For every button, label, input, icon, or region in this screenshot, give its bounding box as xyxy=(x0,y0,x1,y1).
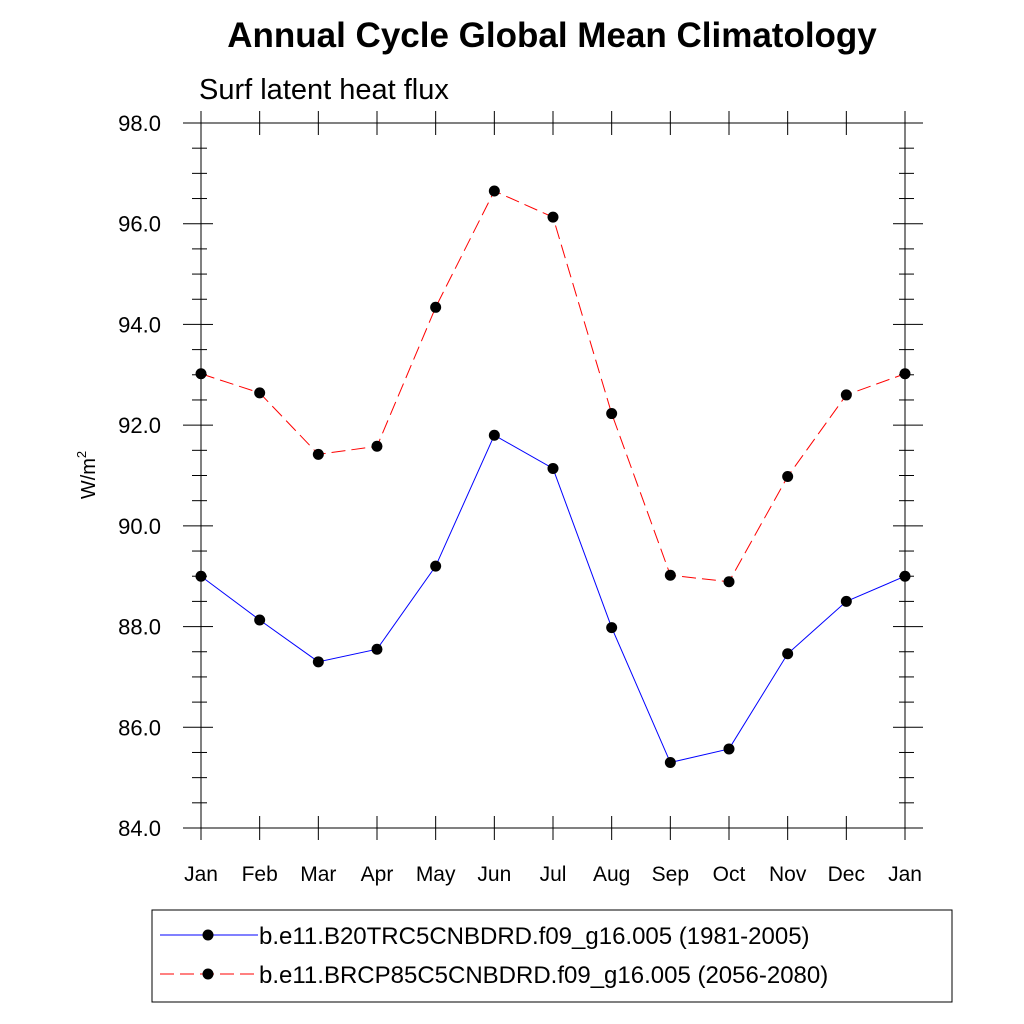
y-axis-label-superscript: 2 xyxy=(74,451,89,458)
chart-title: Annual Cycle Global Mean Climatology xyxy=(227,16,877,55)
tick-labels: 84.0 86.0 88.0 90.0 92.0 94.0 96.0 98.0 Jan Feb Ma… xyxy=(118,111,922,886)
y-tick-label: 84.0 xyxy=(118,816,161,841)
series-1-point xyxy=(782,648,794,660)
series-2-point xyxy=(254,387,266,399)
series-2-point xyxy=(899,368,911,380)
y-tick-label: 86.0 xyxy=(118,715,161,740)
series-1-point xyxy=(312,656,324,668)
x-tick-label: Apr xyxy=(361,863,394,886)
y-tick-label: 92.0 xyxy=(118,413,161,438)
series-1-point xyxy=(195,570,207,582)
series-1-point xyxy=(664,757,676,769)
legend-box xyxy=(151,909,953,1003)
x-tick-label: Mar xyxy=(300,863,336,886)
plot-frame xyxy=(200,122,906,829)
chart-subtitle: Surf latent heat flux xyxy=(199,74,449,106)
series-2-point xyxy=(723,576,735,588)
series-2 xyxy=(195,185,911,588)
x-tick-label: Jun xyxy=(477,863,511,886)
series-2-point xyxy=(840,389,852,401)
series-2-point xyxy=(782,471,794,483)
x-tick-label: Oct xyxy=(713,863,746,886)
series-2-point xyxy=(547,211,559,223)
series-1-point xyxy=(430,560,442,572)
series-1-point xyxy=(606,622,618,634)
series-1-point xyxy=(371,643,383,655)
series-2-point xyxy=(488,185,500,197)
y-axis-label-group: W/m2 xyxy=(74,451,100,499)
y-tick-label: 90.0 xyxy=(118,514,161,539)
y-tick-label: 98.0 xyxy=(118,111,161,136)
x-tick-label: Jul xyxy=(540,863,567,886)
y-tick-label: 94.0 xyxy=(118,312,161,337)
x-tick-label: Jan xyxy=(184,863,218,886)
series-1-point xyxy=(547,462,559,474)
series-2-point xyxy=(195,368,207,380)
series-2-point xyxy=(371,440,383,452)
x-tick-label: Dec xyxy=(828,863,865,886)
legend-label-2: b.e11.BRCP85C5CNBDRD.f09_g16.005 (2056-2… xyxy=(259,962,828,989)
series-1-point xyxy=(899,570,911,582)
legend-marker-1 xyxy=(202,929,214,941)
series-2-point xyxy=(664,569,676,581)
x-tick-label: Sep xyxy=(652,863,689,886)
series-1-line xyxy=(200,434,906,764)
series-2-point xyxy=(312,448,324,460)
legend-marker-2 xyxy=(202,968,214,980)
legend-label-1: b.e11.B20TRC5CNBDRD.f09_g16.005 (1981-20… xyxy=(259,923,810,950)
series-1-point xyxy=(254,614,266,626)
x-tick-label: Aug xyxy=(593,863,630,886)
y-tick-label: 88.0 xyxy=(118,615,161,640)
x-tick-label: May xyxy=(416,863,456,886)
series-1 xyxy=(195,429,911,769)
legend: b.e11.B20TRC5CNBDRD.f09_g16.005 (1981-20… xyxy=(151,909,953,1003)
x-tick-label: Jan xyxy=(888,863,922,886)
y-axis-label: W/m2 xyxy=(74,451,100,499)
axis-ticks xyxy=(183,111,923,840)
series-layer xyxy=(195,185,911,769)
x-tick-label: Feb xyxy=(242,863,278,886)
series-1-point xyxy=(723,743,735,755)
series-2-point xyxy=(430,301,442,313)
y-axis-label-text: W/m xyxy=(78,458,100,499)
x-tick-label: Nov xyxy=(769,863,807,886)
series-2-point xyxy=(606,408,618,420)
series-1-point xyxy=(488,429,500,441)
series-1-point xyxy=(840,595,852,607)
series-2-line xyxy=(200,190,906,583)
y-tick-label: 96.0 xyxy=(118,212,161,237)
